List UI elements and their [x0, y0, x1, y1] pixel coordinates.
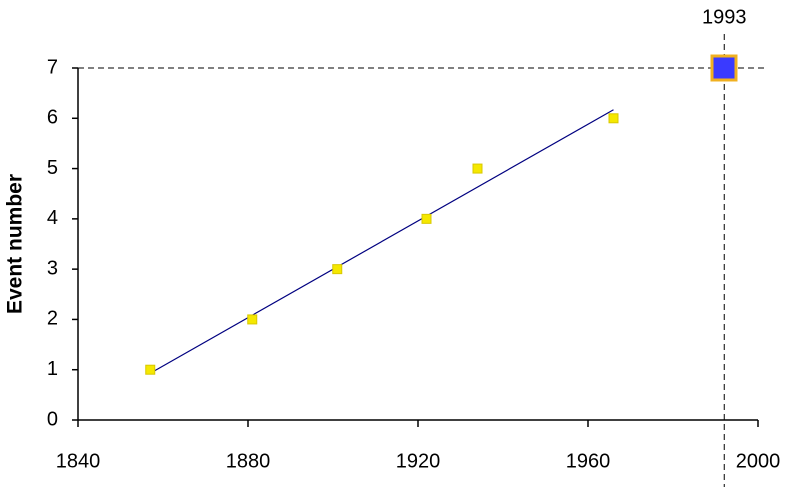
data-point	[608, 113, 619, 124]
annotation: 1993	[702, 6, 747, 28]
y-tick-label: 0	[47, 408, 58, 430]
x-tick-label: 2000	[736, 450, 781, 472]
data-point	[247, 314, 258, 325]
data-point	[332, 264, 343, 275]
data-point	[472, 163, 483, 174]
data-point	[145, 364, 156, 375]
y-tick-label: 4	[47, 207, 58, 229]
x-tick-label: 1840	[56, 450, 101, 472]
y-tick-label: 3	[47, 257, 58, 279]
y-tick-label: 6	[47, 107, 58, 129]
highlight-point	[710, 54, 738, 82]
y-tick-label: 5	[47, 157, 58, 179]
y-tick-label: 1	[47, 358, 58, 380]
y-axis-label: Event number	[4, 174, 27, 314]
y-tick-label: 7	[47, 56, 58, 78]
trendline	[149, 109, 614, 374]
y-tick-label: 2	[47, 308, 58, 330]
x-tick-label: 1960	[566, 450, 611, 472]
x-tick-label: 1880	[226, 450, 271, 472]
data-point	[421, 213, 432, 224]
x-tick-label: 1920	[396, 450, 441, 472]
